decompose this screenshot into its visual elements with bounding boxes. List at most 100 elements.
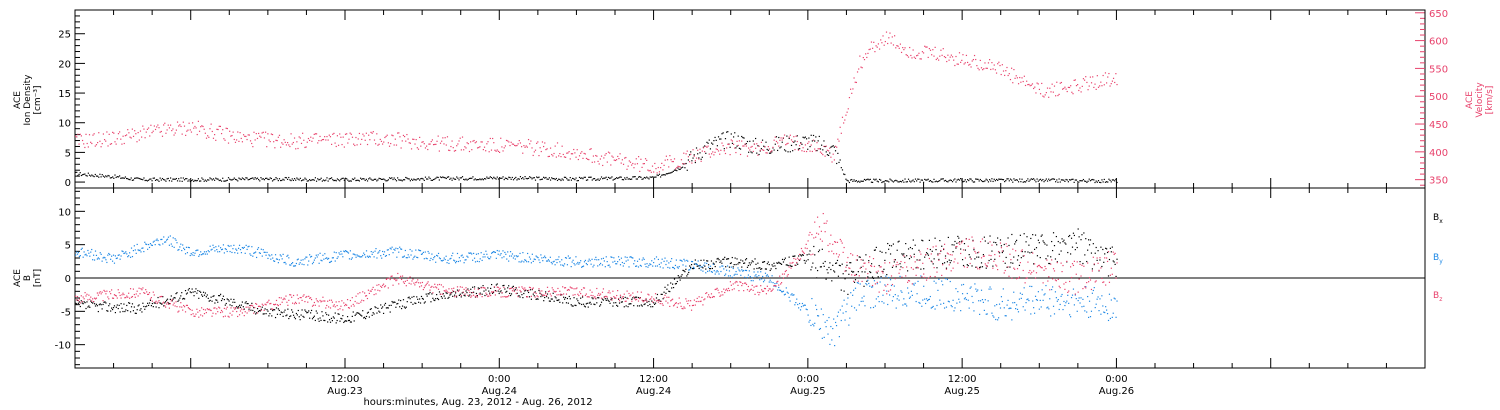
data-point [153, 240, 155, 242]
data-point [310, 256, 312, 258]
data-point [816, 308, 818, 311]
data-point [798, 307, 800, 309]
data-point [1097, 180, 1100, 182]
data-point [931, 306, 933, 308]
data-point [585, 157, 588, 160]
data-point [348, 180, 350, 182]
velocity-axis-title-line: Velocity [1475, 82, 1485, 118]
data-point [817, 251, 820, 253]
data-point [888, 181, 890, 183]
data-point [1053, 178, 1056, 180]
data-point [361, 256, 363, 258]
data-point [716, 287, 718, 289]
data-point [1035, 298, 1038, 301]
data-point [131, 179, 133, 181]
data-point [373, 293, 375, 296]
data-point [892, 181, 895, 183]
data-point [502, 250, 504, 252]
data-point [1114, 180, 1116, 182]
data-point [864, 271, 866, 273]
data-point [590, 294, 592, 297]
data-point [773, 149, 775, 151]
data-point [606, 178, 608, 181]
data-point [80, 174, 82, 177]
data-point [320, 319, 322, 322]
data-point [412, 258, 414, 260]
data-point [896, 298, 898, 300]
data-point [524, 287, 526, 289]
data-point [113, 294, 116, 296]
density-axis-title-line: Ion Density [23, 74, 33, 126]
data-point [558, 299, 560, 301]
data-point [920, 268, 922, 270]
data-point [746, 266, 749, 268]
data-point [705, 152, 707, 154]
data-point [438, 150, 440, 152]
data-point [261, 178, 263, 180]
data-point [353, 305, 355, 307]
data-point [928, 298, 931, 300]
data-point [863, 262, 865, 264]
data-point [144, 179, 146, 182]
data-point [165, 132, 167, 134]
data-point [976, 65, 978, 67]
data-point [201, 125, 203, 127]
data-point [752, 150, 754, 153]
data-point [317, 301, 319, 303]
data-point [319, 317, 321, 319]
data-point [498, 288, 500, 290]
data-point [716, 258, 718, 260]
data-point [224, 248, 226, 250]
data-point [692, 149, 694, 151]
data-point [826, 149, 829, 151]
data-point [431, 139, 433, 141]
data-point [865, 179, 867, 181]
data-point [1104, 253, 1106, 255]
data-point [473, 257, 476, 259]
data-point [300, 142, 303, 145]
data-point [787, 273, 789, 276]
data-point [344, 320, 346, 322]
data-point [80, 295, 82, 297]
data-point [427, 281, 429, 283]
data-point [118, 304, 120, 306]
data-point [207, 297, 209, 299]
data-point [320, 140, 322, 142]
data-point [772, 282, 774, 284]
data-point [447, 259, 449, 261]
data-point [179, 180, 181, 182]
data-point [874, 283, 876, 285]
data-point [877, 296, 879, 298]
data-point [260, 136, 262, 138]
data-point [248, 245, 250, 247]
data-point [591, 258, 593, 260]
data-point [173, 302, 175, 304]
data-point [432, 297, 434, 299]
data-point [509, 292, 511, 295]
data-point [510, 178, 512, 180]
data-point [779, 289, 781, 291]
data-point [581, 289, 583, 291]
data-point [985, 178, 987, 180]
data-point [119, 311, 121, 313]
data-point [291, 262, 293, 265]
data-point [397, 132, 399, 134]
data-point [545, 295, 548, 298]
data-point [246, 248, 248, 251]
data-point [739, 262, 741, 264]
data-point [771, 264, 773, 266]
data-point [895, 179, 897, 181]
data-point [454, 260, 456, 262]
data-point [214, 250, 216, 252]
data-point [78, 255, 80, 258]
data-point [610, 256, 612, 258]
data-point [959, 241, 961, 243]
data-point [892, 243, 894, 245]
data-point [413, 295, 415, 298]
b-tick-label: 5 [65, 241, 71, 252]
data-point [471, 149, 473, 151]
data-point [832, 243, 834, 245]
data-point [964, 297, 967, 299]
data-point [306, 312, 308, 314]
data-point [198, 130, 201, 132]
